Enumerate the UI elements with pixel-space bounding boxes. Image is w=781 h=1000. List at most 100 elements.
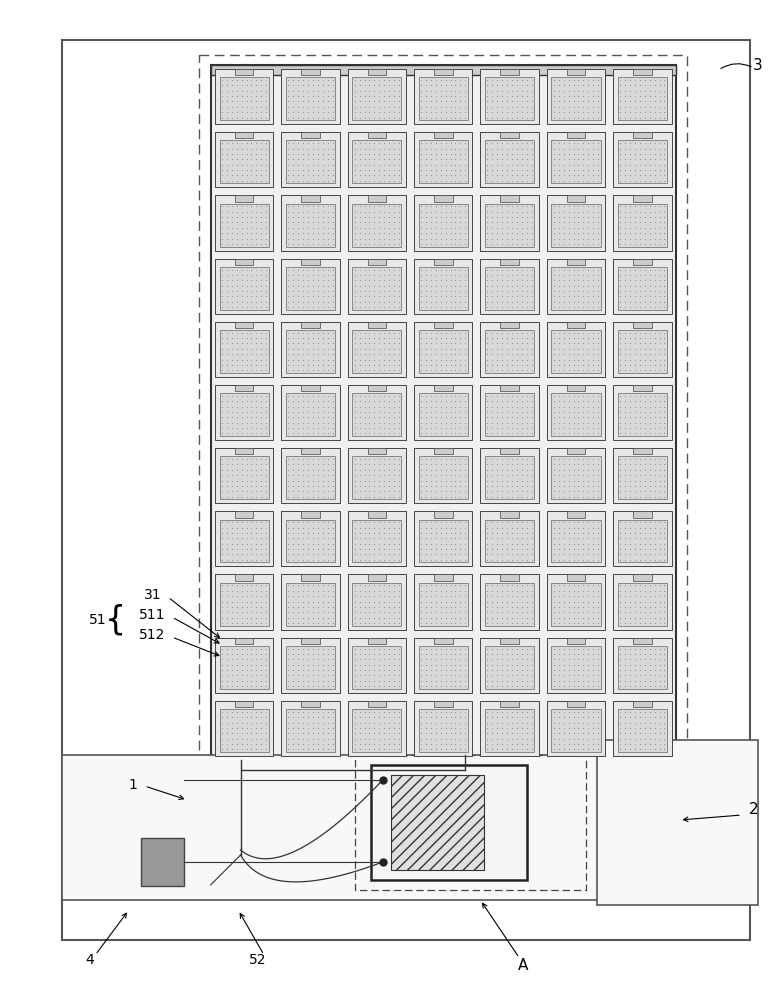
Point xyxy=(658,489,671,505)
Point xyxy=(250,330,262,346)
Point xyxy=(582,283,594,299)
Point xyxy=(297,594,309,610)
Point xyxy=(526,409,538,425)
Point xyxy=(353,657,366,673)
Point xyxy=(245,135,258,151)
Point xyxy=(322,641,334,657)
Point xyxy=(312,673,324,689)
Point xyxy=(587,709,600,725)
Point xyxy=(348,599,361,615)
Point xyxy=(260,146,273,162)
Point xyxy=(658,167,671,183)
Point xyxy=(368,720,380,736)
Point xyxy=(567,404,580,420)
Point xyxy=(526,104,538,120)
Point xyxy=(434,83,447,99)
Point xyxy=(220,667,233,683)
Point xyxy=(358,720,371,736)
Point xyxy=(430,236,442,252)
Point xyxy=(393,325,405,341)
Point xyxy=(260,362,273,378)
Bar xyxy=(551,77,601,120)
Point xyxy=(301,673,314,689)
Point xyxy=(614,604,626,620)
Point xyxy=(287,330,299,346)
Point xyxy=(526,204,538,220)
Point xyxy=(358,404,371,420)
Point xyxy=(358,231,371,247)
Point xyxy=(582,541,594,557)
Point xyxy=(455,736,467,752)
Point xyxy=(633,236,646,252)
Point xyxy=(287,657,299,673)
Point xyxy=(245,641,258,657)
Point xyxy=(353,641,366,657)
Point xyxy=(644,525,656,541)
Point xyxy=(255,483,268,499)
Point xyxy=(260,546,273,562)
Point xyxy=(301,77,314,93)
Text: 52: 52 xyxy=(249,953,266,967)
Point xyxy=(322,673,334,689)
Point xyxy=(449,388,462,404)
Point xyxy=(552,615,565,631)
Point xyxy=(353,588,366,604)
Point xyxy=(282,483,294,499)
Point xyxy=(301,651,314,667)
Point xyxy=(250,646,262,662)
Point xyxy=(515,362,528,378)
Point xyxy=(521,162,533,178)
Point xyxy=(587,104,600,120)
Point xyxy=(383,173,395,189)
Point xyxy=(322,110,334,126)
Point xyxy=(388,357,401,373)
Point xyxy=(220,357,233,373)
Point xyxy=(619,272,631,288)
Point xyxy=(444,83,457,99)
Point xyxy=(292,583,305,599)
Point xyxy=(614,283,626,299)
Point xyxy=(511,704,523,720)
Point xyxy=(526,88,538,104)
Point xyxy=(250,552,262,568)
Point xyxy=(322,404,334,420)
Point xyxy=(521,357,533,373)
Point xyxy=(434,135,447,151)
Point xyxy=(226,162,238,178)
Point xyxy=(368,451,380,467)
Point xyxy=(287,162,299,178)
Point xyxy=(326,456,339,472)
Point xyxy=(577,657,590,673)
Point xyxy=(326,741,339,757)
Point xyxy=(393,404,405,420)
Point xyxy=(373,341,386,357)
Point xyxy=(587,198,600,214)
Point xyxy=(624,77,637,93)
Point xyxy=(658,720,671,736)
Point xyxy=(301,615,314,631)
Point xyxy=(552,720,565,736)
Point xyxy=(547,588,560,604)
Point xyxy=(633,678,646,694)
Point xyxy=(587,72,600,88)
Point xyxy=(619,151,631,167)
Point xyxy=(226,530,238,546)
Point xyxy=(287,678,299,694)
Point xyxy=(459,425,472,441)
Point xyxy=(368,467,380,483)
Point xyxy=(624,88,637,104)
Point xyxy=(226,83,238,99)
Bar xyxy=(286,140,335,183)
Point xyxy=(552,594,565,610)
Point xyxy=(511,715,523,731)
Point xyxy=(388,536,401,552)
Point xyxy=(455,489,467,505)
Bar xyxy=(215,511,273,566)
Point xyxy=(644,146,656,162)
Point xyxy=(567,272,580,288)
Point xyxy=(220,209,233,225)
Point xyxy=(572,104,585,120)
Point xyxy=(481,610,494,626)
Point xyxy=(592,325,604,341)
Point xyxy=(562,583,575,599)
